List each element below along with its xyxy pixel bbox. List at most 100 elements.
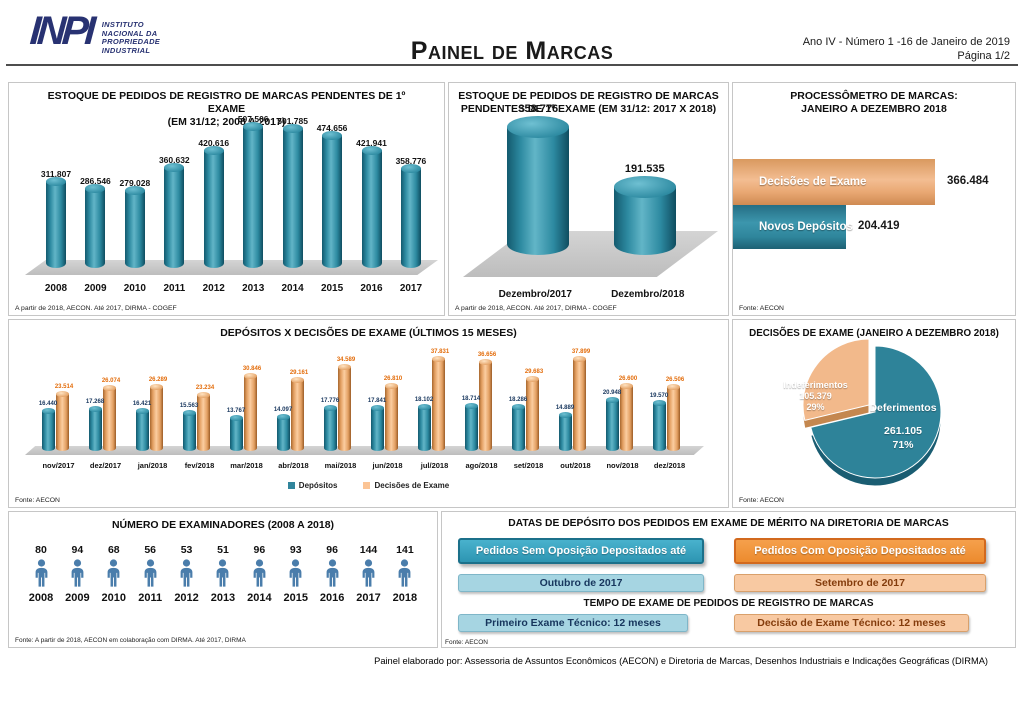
decisoes-cylinder [197, 392, 210, 451]
category-label: Dezembro/2018 [611, 289, 685, 300]
bar-cylinder [243, 121, 264, 268]
month-label: nov/2018 [606, 461, 639, 470]
slice-percent: 29% [806, 402, 825, 412]
processometro-bar-label: Decisões de Exame [759, 176, 867, 188]
decisoes-cylinder [432, 356, 445, 451]
examiner-item: 68 2010 [96, 544, 132, 604]
examiner-year: 2014 [247, 592, 272, 604]
bars-area: 16.440 23.514 17.268 26.074 16.421 26.289 15.5… [35, 349, 698, 451]
legend-item-depositos: Depósitos [287, 481, 337, 490]
examiner-person-icon [399, 559, 411, 587]
person-icon [103, 559, 124, 589]
month-label: mai/2018 [324, 461, 357, 470]
depositos-value-label: 16.440 [38, 401, 58, 407]
chart-legend: Depósitos Decisões de Exame [9, 481, 728, 490]
source-note: A partir de 2018, AECON. Até 2017, DIRMA… [455, 305, 617, 312]
legend-swatch-orange [363, 482, 371, 489]
examiner-year: 2015 [283, 592, 308, 604]
person-icon [394, 559, 415, 589]
month-label: fev/2018 [184, 461, 215, 470]
bar-value-label: 311.807 [40, 169, 72, 179]
bar-group: 501.785 [274, 116, 312, 268]
source-note: Fonte: AECON [739, 497, 784, 504]
person-icon [322, 559, 343, 589]
examiner-count: 56 [144, 544, 157, 556]
month-label: jul/2018 [420, 461, 449, 470]
pie-label-deferimentos: Deferimentos [843, 402, 963, 414]
decisoes-cylinder [338, 364, 351, 451]
source-note: Fonte: A partir de 2018, AECON em colabo… [15, 637, 246, 644]
month-label: jun/2018 [372, 461, 403, 470]
pie-slice-deferimentos [810, 345, 942, 479]
month-label: ago/2018 [465, 461, 498, 470]
decisoes-cylinder [573, 356, 586, 451]
examiner-person-icon [71, 559, 84, 587]
person-icon [31, 559, 52, 589]
examiner-item: 94 2009 [59, 544, 95, 604]
slice-value: 105.379 [799, 391, 832, 401]
examiner-item: 56 2011 [132, 544, 168, 604]
decisoes-cylinder [150, 384, 163, 451]
month-label: set/2018 [513, 461, 544, 470]
bars-area: 311.807 286.546 279.028 360.632 420.616 507.5… [37, 114, 430, 268]
examiner-count: 93 [289, 544, 302, 556]
opposition-date: Setembro de 2017 [734, 574, 986, 592]
examiner-person-icon [289, 559, 302, 587]
month-group: 17.841 26.810 [364, 351, 411, 451]
chart-title: DEPÓSITOS X DECISÕES DE EXAME (ÚLTIMOS 1… [220, 327, 517, 339]
examiner-year: 2008 [28, 592, 54, 604]
category-label: 2017 [399, 283, 423, 294]
bar-group: 360.632 [155, 155, 193, 268]
pie-value-deferimentos: 261.105 71% [843, 424, 963, 452]
examiner-item: 144 2017 [351, 544, 387, 604]
depositos-value-label: 16.421 [132, 401, 152, 407]
decision-exam-time: Decisão de Exame Técnico: 12 meses [734, 614, 969, 632]
examiner-year: 2013 [210, 592, 236, 604]
bar-group: 286.546 [76, 176, 114, 268]
processometro-value: 204.419 [858, 220, 900, 232]
category-axis: Dezembro/2017 Dezembro/2018 [479, 289, 704, 300]
legend-swatch-teal [287, 482, 295, 489]
depositos-cylinder [371, 405, 384, 451]
depositos-cylinder [324, 405, 337, 451]
examiner-year: 2009 [65, 592, 90, 604]
depositos-value-label: 17.776 [320, 398, 340, 404]
issue-info: Ano IV - Número 1 -16 de Janeiro de 2019… [803, 35, 1010, 63]
no-opposition-button: Pedidos Sem Oposição Depositados até [458, 538, 704, 564]
examiner-year: 2010 [101, 592, 127, 604]
chart-subtitle: JANEIRO A DEZEMBRO 2018 [801, 103, 947, 115]
bar-value-label: 358.776 [518, 103, 559, 115]
person-icon [249, 559, 270, 589]
page-number: Página 1/2 [957, 50, 1010, 62]
logo-line: INSTITUTO [101, 20, 144, 29]
examiner-person-icon [144, 559, 157, 587]
bar-group: 507.506 [234, 114, 272, 268]
category-label: 2014 [281, 283, 304, 294]
source-note: Fonte: AECON [15, 497, 60, 504]
examiner-count: 68 [107, 544, 120, 556]
bar-group: 191.535 [595, 163, 695, 255]
month-group: 19.570 26.506 [646, 351, 693, 451]
exam-time-title: TEMPO DE EXAME DE PEDIDOS DE REGISTRO DE… [583, 598, 874, 609]
bar-cylinder [361, 145, 382, 268]
depositos-value-label: 17.268 [85, 399, 105, 405]
examiner-year: 2016 [319, 592, 345, 604]
decisoes-cylinder [103, 385, 116, 451]
examiner-count: 53 [180, 544, 193, 556]
bar-cylinder [164, 162, 185, 268]
bar-value-label: 279.028 [119, 178, 151, 188]
decisoes-value-label: 37.831 [430, 349, 450, 355]
bar-group: 358.776 [392, 156, 430, 268]
chart-title: NÚMERO DE EXAMINADORES (2008 A 2018) [111, 519, 335, 531]
bar-value-label: 286.546 [80, 176, 111, 186]
month-group: 17.268 26.074 [82, 351, 129, 451]
depositos-cylinder [512, 404, 525, 451]
depositos-value-label: 20.948 [602, 390, 622, 396]
chart-subtitle: PENDENTES DE 1º EXAME (EM 31/12: 2017 X … [460, 103, 717, 115]
person-icon [67, 559, 88, 589]
bar-group: 279.028 [116, 178, 154, 268]
processometro-bar: Novos Depósitos [733, 205, 853, 249]
category-axis: 2008 2009 2010 2011 2012 2013 2014 2015 2016 2017 [37, 283, 430, 294]
decisoes-value-label: 34.589 [336, 357, 356, 363]
decisoes-cylinder [244, 373, 257, 451]
